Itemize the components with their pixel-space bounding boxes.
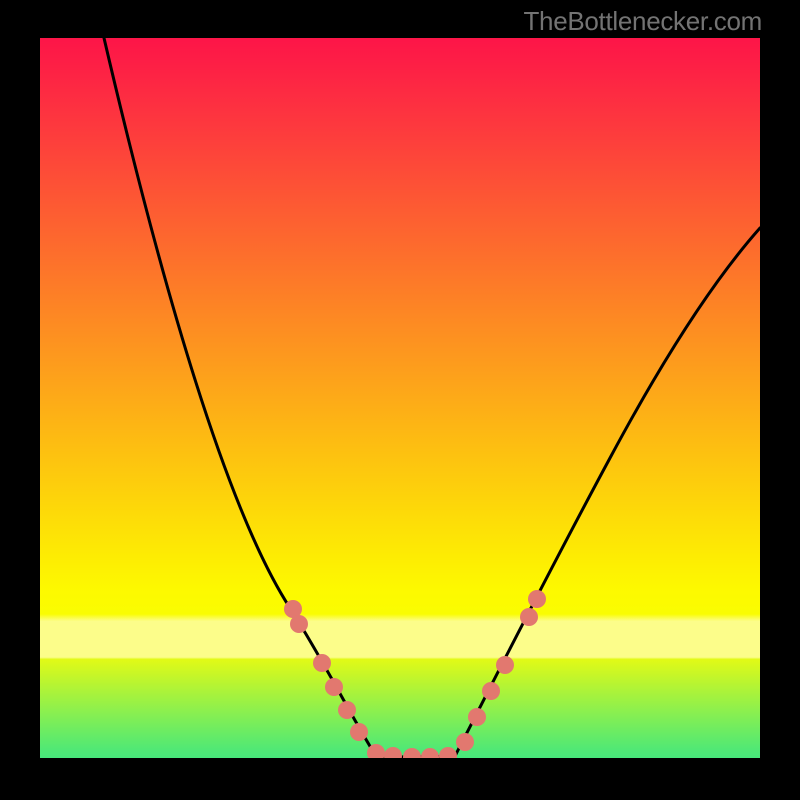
data-marker bbox=[528, 590, 546, 608]
watermark-text: TheBottlenecker.com bbox=[523, 6, 762, 37]
data-marker bbox=[456, 733, 474, 751]
data-marker bbox=[468, 708, 486, 726]
data-marker bbox=[313, 654, 331, 672]
data-marker bbox=[338, 701, 356, 719]
data-marker bbox=[520, 608, 538, 626]
data-marker bbox=[290, 615, 308, 633]
chart-frame: TheBottlenecker.com bbox=[0, 0, 800, 800]
data-marker bbox=[325, 678, 343, 696]
data-marker bbox=[350, 723, 368, 741]
plot-background bbox=[40, 38, 760, 758]
plot-area bbox=[40, 38, 760, 758]
data-marker bbox=[482, 682, 500, 700]
data-marker bbox=[496, 656, 514, 674]
chart-svg bbox=[40, 38, 760, 758]
